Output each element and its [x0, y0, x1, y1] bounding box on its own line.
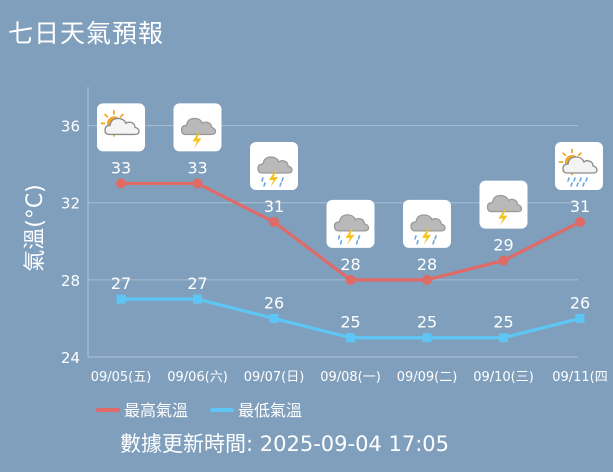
lightning-shape — [269, 171, 278, 187]
low-temp-point — [422, 333, 432, 343]
data-label: 27 — [111, 274, 131, 293]
x-tick-label: 09/07(日) — [244, 370, 305, 385]
rain-drop — [570, 182, 573, 187]
x-tick-label: 09/09(二) — [397, 370, 458, 385]
high-temp-point — [269, 217, 279, 227]
rain-drop — [585, 177, 588, 182]
lightning-shape — [422, 228, 431, 245]
sun-ray — [119, 113, 124, 118]
rain-drop — [279, 182, 282, 187]
high-temp-point — [345, 274, 356, 285]
partly-cloudy-rain-icon — [555, 142, 603, 190]
legend-label-high: 最高氣溫 — [124, 401, 188, 420]
y-axis-label: 氣溫(°C) — [23, 184, 48, 272]
series-lines — [116, 178, 585, 343]
rain-drop — [281, 177, 284, 182]
sun-ray — [562, 152, 567, 157]
data-label: 31 — [570, 197, 590, 216]
rain-drop — [355, 240, 359, 245]
thunderstorm-rain-icon — [326, 199, 375, 248]
x-tick-label: 09/06(六) — [167, 370, 228, 385]
data-label: 28 — [340, 255, 360, 274]
data-label: 31 — [264, 197, 284, 216]
cloud-shape — [410, 214, 446, 232]
rain-drop — [434, 235, 437, 240]
data-label: 25 — [340, 313, 360, 332]
rain-drop — [261, 177, 264, 182]
thunderstorm-rain-icon — [250, 142, 298, 190]
low-temp-point — [116, 294, 126, 304]
x-tick-label: 09/08(一) — [320, 370, 381, 385]
page-title: 七日天氣預報 — [8, 19, 165, 48]
data-label: 33 — [111, 158, 131, 177]
low-temp-point — [575, 313, 585, 323]
y-tick-label: 32 — [61, 195, 80, 213]
data-label: 29 — [493, 236, 513, 255]
rain-drop — [414, 235, 417, 240]
update-timestamp: 數據更新時間: 2025-09-04 17:05 — [120, 432, 449, 456]
sun-ray — [104, 113, 109, 118]
rain-drop — [579, 177, 582, 182]
data-label: 27 — [187, 274, 207, 293]
cloud-shape — [257, 156, 293, 174]
rain-drop — [576, 182, 579, 187]
y-tick-label: 24 — [61, 349, 80, 367]
lightning-shape — [192, 132, 202, 149]
high-temp-point — [192, 178, 203, 189]
sun-ray — [577, 152, 582, 157]
lightning-shape — [345, 228, 355, 245]
low-temp-point — [346, 333, 355, 343]
partly-cloudy-icon — [97, 103, 145, 152]
data-label: 25 — [417, 313, 437, 332]
rain-drop — [416, 240, 419, 245]
data-labels: 33 33 31 28 28 29 31 27 27 26 25 25 25 26 — [111, 158, 590, 331]
rain-drop — [582, 182, 585, 187]
y-tick-label: 28 — [61, 272, 80, 290]
rain-drop — [432, 240, 435, 245]
high-temp-point — [116, 178, 126, 189]
low-temp-point — [499, 333, 508, 343]
data-label: 28 — [417, 255, 437, 274]
data-label: 26 — [570, 293, 590, 312]
legend-label-low: 最低氣溫 — [238, 401, 302, 420]
lightning-shape — [498, 209, 508, 226]
x-tick-label: 09/10(三) — [473, 370, 534, 385]
rain-drop — [337, 235, 341, 240]
cloud-shape — [333, 214, 370, 232]
thunderstorm-icon — [173, 103, 222, 152]
low-temp-point — [269, 313, 279, 323]
y-tick-label: 36 — [61, 118, 80, 136]
cloud-shape — [104, 117, 140, 136]
low-temp-point — [193, 294, 202, 304]
rain-drop — [339, 240, 343, 245]
high-temp-point — [498, 255, 509, 266]
rain-drop — [573, 177, 576, 182]
x-tick-label: 09/11(四 — [552, 370, 608, 385]
weather-icons — [97, 103, 603, 248]
data-label: 33 — [187, 158, 207, 177]
axes: 24 28 32 36 09/05(五) 09/06(六) 09/07(日) 09/08(一)… — [61, 87, 608, 385]
rain-drop — [567, 177, 570, 182]
legend: 最高氣溫 最低氣溫 — [96, 401, 302, 420]
data-label: 26 — [264, 293, 284, 312]
cloud-shape — [486, 194, 523, 213]
x-tick-label: 09/05(五) — [91, 370, 152, 385]
data-label: 25 — [493, 313, 513, 332]
high-temp-point — [422, 274, 432, 285]
cloud-shape — [180, 117, 217, 136]
high-temp-point — [575, 217, 585, 227]
thunderstorm-icon — [479, 180, 528, 229]
thunderstorm-rain-icon — [403, 199, 451, 248]
rain-drop — [263, 182, 266, 187]
cloud-shape — [562, 156, 598, 174]
rain-drop — [357, 235, 361, 240]
